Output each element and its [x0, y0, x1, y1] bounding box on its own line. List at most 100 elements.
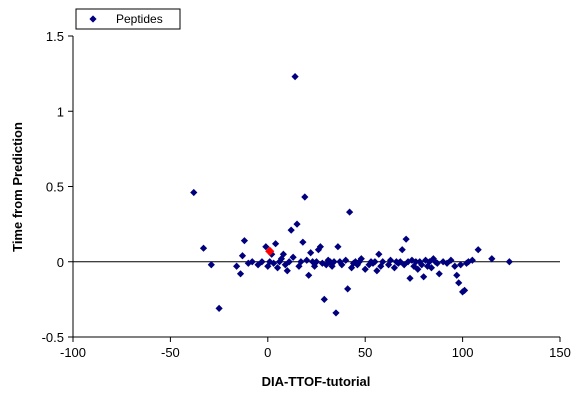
y-tick-label: -0.5	[42, 330, 64, 345]
data-point	[248, 258, 256, 266]
data-point	[455, 279, 463, 287]
plot-frame	[72, 36, 560, 338]
data-point	[215, 304, 223, 313]
y-axis-title: Time from Prediction	[10, 122, 25, 252]
data-point	[414, 265, 422, 273]
data-point	[299, 238, 307, 246]
y-tick-label: 0	[57, 255, 64, 270]
data-point	[291, 73, 299, 81]
data-point	[293, 220, 301, 228]
data-point	[264, 262, 272, 270]
data-point	[505, 258, 513, 266]
tick-labels: -100 -50 0 50 100 150 -0.5 0 0.5 1 1.5	[42, 29, 571, 360]
y-tick-label: 1.5	[46, 29, 64, 44]
data-point	[270, 259, 278, 267]
data-point	[435, 270, 443, 278]
x-tick-label: 150	[549, 345, 571, 360]
data-point	[451, 262, 459, 270]
legend-marker	[89, 15, 97, 23]
data-point	[357, 255, 365, 263]
x-tick-label: -50	[161, 345, 180, 360]
data-point	[312, 258, 321, 266]
data-point	[303, 256, 311, 264]
data-point	[285, 258, 293, 266]
data-point	[281, 261, 289, 269]
data-point	[236, 270, 245, 278]
data-point	[420, 273, 428, 281]
data-point	[427, 264, 436, 272]
data-point	[277, 255, 286, 263]
data-point	[353, 261, 362, 269]
data-point	[410, 262, 418, 270]
data-point	[295, 262, 303, 270]
data-point	[474, 246, 482, 254]
data-point	[375, 250, 383, 258]
data-point	[334, 243, 342, 251]
data-point	[289, 253, 297, 261]
data-point	[332, 309, 340, 317]
data-point	[320, 295, 328, 303]
data-point	[342, 256, 350, 264]
x-tick-label: 50	[358, 345, 372, 360]
data-point	[384, 261, 393, 269]
data-point	[330, 258, 338, 266]
data-point	[301, 193, 309, 201]
x-tick-label: 100	[452, 345, 474, 360]
data-point	[254, 261, 262, 269]
data-point	[488, 255, 496, 263]
data-point	[287, 226, 295, 234]
data-point	[305, 271, 313, 279]
axis-ticks	[68, 35, 561, 342]
data-point	[400, 261, 408, 269]
data-point	[406, 274, 414, 282]
data-point	[258, 258, 266, 266]
y-tick-label: 1	[57, 104, 64, 119]
data-point	[460, 286, 469, 294]
data-point	[268, 250, 276, 258]
data-point	[297, 258, 305, 266]
data-point	[240, 237, 249, 245]
data-point	[468, 256, 476, 264]
legend-box	[75, 8, 181, 30]
data-point	[273, 264, 282, 272]
data-point	[233, 262, 241, 270]
data-point	[271, 240, 280, 248]
data-point	[390, 264, 399, 272]
data-point	[307, 249, 315, 257]
data-point	[279, 250, 287, 258]
data-point	[371, 258, 379, 266]
data-point	[338, 261, 346, 269]
x-tick-label: -100	[60, 345, 86, 360]
data-point	[238, 252, 247, 260]
data-point	[457, 261, 465, 269]
data-point	[402, 235, 410, 243]
x-axis-title: DIA-TTOF-tutorial	[262, 374, 371, 389]
x-tick-label: 0	[264, 345, 271, 360]
data-point	[328, 262, 336, 270]
data-point	[316, 243, 324, 251]
data-point	[283, 267, 291, 275]
data-point	[447, 256, 455, 264]
data-point	[418, 261, 426, 269]
data-point	[398, 246, 406, 254]
data-point	[361, 265, 369, 273]
data-point	[433, 259, 441, 267]
data-point	[373, 267, 381, 275]
legend-label: Peptides	[116, 12, 163, 26]
data-point	[453, 271, 461, 279]
legend: Peptides	[75, 8, 181, 30]
data-point	[344, 285, 352, 293]
data-points	[190, 73, 513, 317]
data-point	[412, 258, 420, 266]
data-point	[386, 256, 395, 264]
data-point	[190, 188, 198, 197]
data-point	[346, 208, 354, 216]
data-point	[379, 258, 387, 266]
data-point	[322, 261, 330, 269]
y-tick-label: 0.5	[46, 180, 64, 195]
data-point	[262, 243, 270, 251]
data-point	[347, 264, 356, 272]
data-point	[199, 244, 208, 252]
